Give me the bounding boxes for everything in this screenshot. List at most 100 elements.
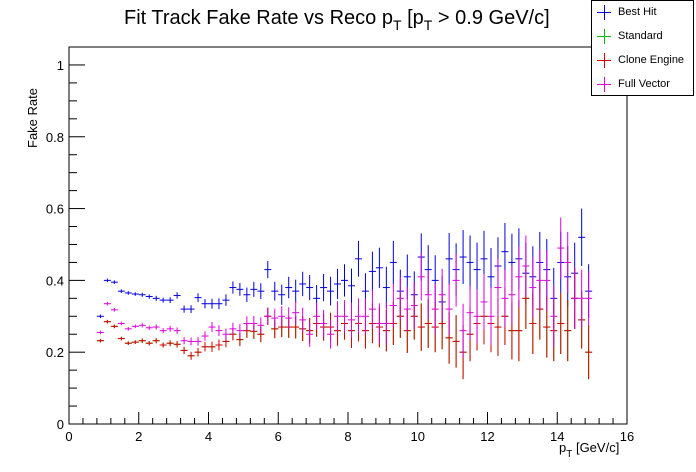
data-point — [550, 285, 558, 347]
data-point — [292, 301, 300, 325]
data-point — [292, 279, 300, 303]
data-point — [348, 302, 355, 338]
legend-label-best-hit: Best Hit — [618, 6, 657, 18]
data-point — [117, 336, 125, 341]
x-tick-label: 12 — [480, 429, 494, 444]
data-point — [264, 260, 272, 279]
data-point — [320, 309, 328, 338]
data-point — [257, 283, 265, 300]
data-point — [299, 271, 307, 297]
data-point — [229, 322, 237, 335]
legend-item-full-vector: Full Vector — [592, 75, 693, 95]
data-point — [410, 282, 418, 329]
x-tick-label: 4 — [205, 429, 212, 444]
data-point — [459, 230, 467, 284]
data-point — [96, 314, 104, 319]
y-tick-label: 1 — [57, 58, 64, 73]
data-point — [187, 305, 195, 314]
data-point — [215, 339, 223, 351]
data-point — [557, 292, 565, 354]
y-tick-label: 0.8 — [46, 130, 64, 145]
data-point — [222, 328, 230, 340]
data-point — [124, 291, 132, 295]
data-point — [578, 269, 586, 328]
data-point — [431, 283, 439, 335]
data-point — [389, 240, 397, 284]
data-point — [522, 235, 530, 297]
data-point — [389, 283, 397, 328]
data-point — [96, 338, 104, 343]
data-point — [96, 330, 104, 335]
data-point — [173, 292, 181, 299]
data-point — [354, 298, 362, 335]
data-point — [271, 308, 279, 328]
data-point — [243, 287, 251, 302]
data-point — [424, 270, 432, 320]
data-point — [299, 307, 307, 333]
data-point — [173, 341, 181, 348]
data-point — [264, 307, 272, 325]
legend-label-standard: Standard — [618, 30, 663, 42]
data-point — [145, 325, 153, 330]
data-point — [124, 341, 132, 346]
x-tick-label: 2 — [135, 429, 142, 444]
legend-label-full-vector: Full Vector — [618, 78, 670, 90]
data-point — [417, 253, 425, 301]
data-point — [236, 282, 244, 296]
data-point — [180, 305, 188, 313]
y-tick-label: 0.2 — [46, 345, 64, 360]
series-full-vector — [96, 217, 593, 358]
data-point — [187, 337, 195, 346]
data-point — [187, 351, 195, 360]
data-point — [152, 338, 160, 344]
data-point — [159, 342, 167, 348]
data-point — [250, 315, 258, 332]
data-point — [159, 297, 167, 303]
data-point — [452, 315, 460, 368]
chart-title: Fit Track Fake Rate vs Reco pT [pT > 0.9… — [124, 7, 550, 33]
data-point — [480, 273, 488, 330]
series-layer — [96, 208, 593, 380]
data-point — [180, 337, 188, 345]
data-point — [278, 306, 286, 327]
data-point — [529, 257, 537, 319]
data-point — [257, 317, 265, 334]
data-point — [201, 299, 209, 309]
data-point — [368, 289, 376, 329]
data-point — [103, 278, 111, 283]
data-point — [375, 303, 383, 344]
data-point — [341, 300, 348, 333]
y-tick-label: 0.6 — [46, 202, 64, 217]
data-point — [466, 285, 474, 340]
data-point — [180, 346, 188, 354]
data-point — [131, 292, 139, 296]
data-point — [445, 283, 453, 335]
data-point — [131, 340, 139, 344]
data-point — [361, 298, 369, 335]
data-point — [327, 276, 335, 306]
data-point — [138, 323, 146, 328]
data-point — [271, 281, 279, 301]
data-point — [145, 341, 153, 346]
data-point — [131, 324, 139, 329]
data-point — [501, 269, 509, 328]
data-point — [145, 294, 153, 299]
data-point — [557, 217, 565, 279]
y-tick-label: 0.4 — [46, 273, 64, 288]
data-point — [445, 232, 453, 285]
data-point — [159, 328, 167, 334]
data-point — [194, 293, 202, 302]
x-axis-label: pT [GeV/c] — [559, 440, 619, 460]
legend-item-best-hit: Best Hit — [592, 3, 693, 23]
x-tick-label: 6 — [275, 429, 282, 444]
data-point — [515, 246, 523, 308]
data-point — [515, 300, 523, 362]
data-point — [334, 268, 342, 300]
data-point — [564, 231, 572, 293]
data-point — [396, 276, 404, 320]
data-point — [334, 301, 342, 332]
data-point — [166, 325, 174, 332]
data-point — [222, 294, 230, 306]
data-point — [215, 325, 223, 337]
data-point — [236, 324, 244, 338]
